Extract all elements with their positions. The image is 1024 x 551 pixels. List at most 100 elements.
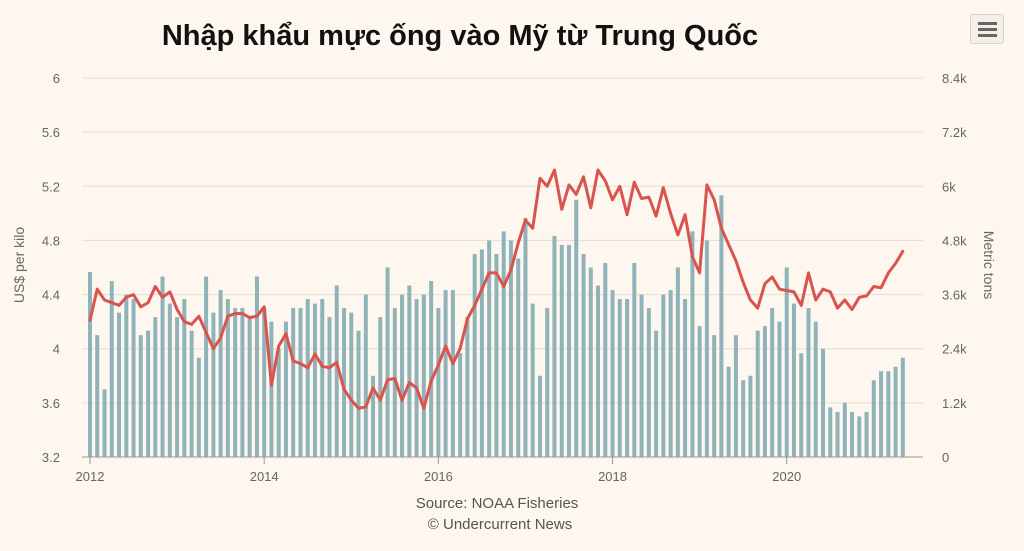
bar — [879, 371, 884, 457]
bar — [487, 240, 492, 457]
bar — [675, 267, 680, 457]
bar — [581, 253, 586, 457]
bar — [646, 308, 651, 457]
x-tick-label: 2014 — [250, 469, 279, 484]
bar — [327, 317, 332, 457]
bar — [153, 317, 158, 457]
bar — [167, 303, 172, 457]
chart-menu-button[interactable] — [970, 14, 1004, 44]
bar — [356, 330, 361, 457]
bar — [791, 303, 796, 457]
bar — [871, 380, 876, 457]
bar — [835, 411, 840, 457]
bar — [690, 231, 695, 457]
bar — [254, 276, 259, 457]
bar — [117, 312, 122, 457]
y-tick-label-right: 3.6k — [942, 288, 967, 303]
bar — [305, 299, 310, 457]
y-tick-label-left: 4.4 — [42, 288, 60, 303]
bar — [429, 281, 434, 457]
bar — [414, 299, 419, 457]
bar — [450, 290, 455, 457]
bar — [545, 308, 550, 457]
bar — [632, 262, 637, 457]
source-text: Source: NOAA Fisheries — [416, 495, 579, 512]
bar — [218, 290, 223, 457]
bar — [189, 330, 194, 457]
bar — [349, 312, 354, 457]
bar — [777, 321, 782, 457]
bar — [465, 317, 470, 457]
bar — [726, 366, 731, 457]
price-line — [88, 168, 905, 410]
y-tick-label-right: 0 — [942, 450, 949, 465]
bar — [320, 299, 325, 457]
bar — [828, 407, 833, 457]
bar — [88, 272, 92, 457]
y-tick-label-right: 2.4k — [942, 342, 967, 357]
bar — [385, 267, 390, 457]
bar — [552, 235, 557, 457]
bar — [102, 389, 107, 457]
bar — [893, 366, 898, 457]
y-tick-label-right: 4.8k — [942, 233, 967, 248]
bar — [857, 416, 862, 457]
y-tick-label-right: 6k — [942, 179, 956, 194]
bar — [900, 357, 905, 457]
bar — [160, 276, 165, 457]
hamburger-icon-line — [978, 28, 997, 31]
bar — [363, 294, 368, 457]
x-tick-label: 2016 — [424, 469, 453, 484]
bar — [784, 267, 789, 457]
bar — [247, 317, 252, 457]
bar — [283, 321, 288, 457]
y-tick-label-left: 3.6 — [42, 396, 60, 411]
bar — [821, 348, 826, 457]
bar — [697, 326, 702, 457]
bar — [654, 330, 659, 457]
credit-text: © Undercurrent News — [428, 516, 572, 533]
y-axis-label-right: Metric tons — [981, 231, 997, 299]
y-tick-label-right: 8.4k — [942, 71, 967, 86]
bar — [516, 258, 521, 457]
bar — [523, 217, 528, 457]
bar — [124, 294, 129, 457]
x-tick-label: 2012 — [76, 469, 105, 484]
bar — [312, 303, 317, 457]
bar — [458, 353, 463, 457]
bar — [508, 240, 513, 457]
bar — [588, 267, 593, 457]
bar — [378, 317, 383, 457]
hamburger-icon-line — [978, 34, 997, 37]
y-tick-label-right: 7.2k — [942, 125, 967, 140]
bar — [204, 276, 209, 457]
bar — [146, 330, 151, 457]
bar — [842, 402, 847, 457]
bar — [683, 299, 688, 457]
bar — [240, 308, 245, 457]
chart-title: Nhập khẩu mực ống vào Mỹ từ Trung Quốc — [161, 20, 759, 52]
y-tick-label-left: 4.8 — [42, 233, 60, 248]
bar — [494, 253, 499, 457]
bar — [886, 371, 891, 457]
bar — [595, 285, 600, 457]
bar — [175, 317, 180, 457]
bar — [770, 308, 775, 457]
bar — [501, 231, 506, 457]
y-tick-label-left: 5.6 — [42, 125, 60, 140]
bar — [233, 308, 238, 457]
bar — [298, 308, 303, 457]
bar — [334, 285, 339, 457]
bar — [813, 321, 818, 457]
bar-series — [88, 195, 905, 458]
bar — [712, 335, 717, 457]
bar — [269, 321, 274, 457]
bar — [443, 290, 448, 457]
bar — [733, 335, 738, 457]
bar — [668, 290, 673, 457]
bar — [755, 330, 760, 457]
y-tick-label-right: 1.2k — [942, 396, 967, 411]
bar — [617, 299, 622, 457]
y-tick-label-left: 5.2 — [42, 179, 60, 194]
